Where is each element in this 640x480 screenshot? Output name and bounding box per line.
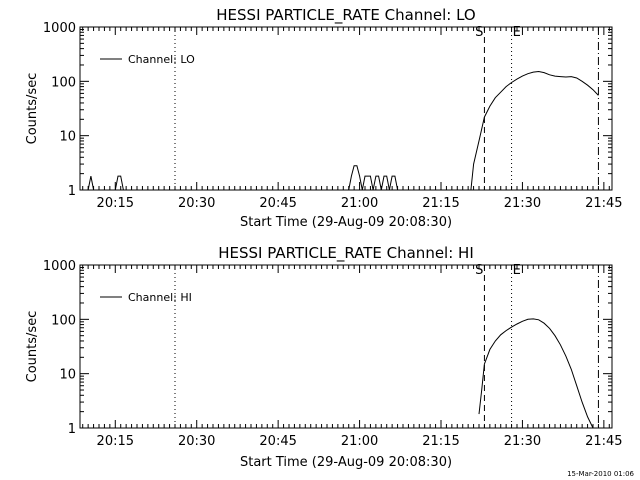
y-tick-label: 1000	[43, 259, 76, 274]
x-tick-label: 21:15	[422, 434, 459, 449]
x-tick-label: 20:45	[259, 196, 296, 211]
y-axis-label: Counts/sec	[25, 311, 40, 383]
x-tick-label: 21:30	[504, 434, 541, 449]
y-axis-label: Counts/sec	[25, 73, 40, 145]
chart-title: HESSI PARTICLE_RATE Channel: HI	[218, 244, 474, 263]
series-line	[114, 175, 124, 190]
legend-label: Channel: HI	[128, 291, 192, 304]
y-tick-label: 10	[59, 368, 76, 383]
marker-label-s: S	[475, 25, 483, 40]
marker-label-e: E	[513, 25, 521, 40]
x-tick-label: 21:00	[341, 196, 378, 211]
series-line	[478, 318, 594, 428]
series-line	[348, 165, 399, 190]
legend-label: Channel: LO	[128, 53, 195, 66]
plot-frame	[79, 26, 613, 191]
x-tick-label: 20:30	[178, 196, 215, 211]
x-axis-label: Start Time (29-Aug-09 20:08:30)	[240, 215, 452, 230]
marker-label-s: S	[475, 263, 483, 278]
y-tick-label: 100	[51, 313, 76, 328]
x-tick-label: 20:15	[97, 196, 134, 211]
chart-title: HESSI PARTICLE_RATE Channel: LO	[216, 6, 475, 25]
y-tick-label: 1000	[43, 21, 76, 36]
y-tick-label: 1	[68, 184, 76, 199]
marker-label-e: E	[513, 263, 521, 278]
y-tick-label: 1	[68, 422, 76, 437]
x-tick-label: 21:00	[341, 434, 378, 449]
series-line	[87, 176, 95, 190]
x-tick-label: 20:30	[178, 434, 215, 449]
plot-frame	[79, 264, 613, 429]
x-tick-label: 21:15	[422, 196, 459, 211]
chart-panel-1: HESSI PARTICLE_RATE Channel: LO Start Tim…	[25, 6, 623, 230]
footer-timestamp: 15-Mar-2010 01:06	[567, 470, 634, 478]
x-axis-label: Start Time (29-Aug-09 20:08:30)	[240, 455, 452, 470]
y-tick-label: 10	[59, 130, 76, 145]
x-tick-label: 21:45	[585, 434, 622, 449]
y-tick-label: 100	[51, 75, 76, 90]
x-tick-label: 21:30	[504, 196, 541, 211]
series-line	[470, 70, 599, 190]
x-tick-label: 21:45	[585, 196, 622, 211]
x-tick-label: 20:45	[259, 434, 296, 449]
x-tick-label: 20:15	[97, 434, 134, 449]
chart-panel-2: HESSI PARTICLE_RATE Channel: HI Start Tim…	[25, 244, 623, 470]
